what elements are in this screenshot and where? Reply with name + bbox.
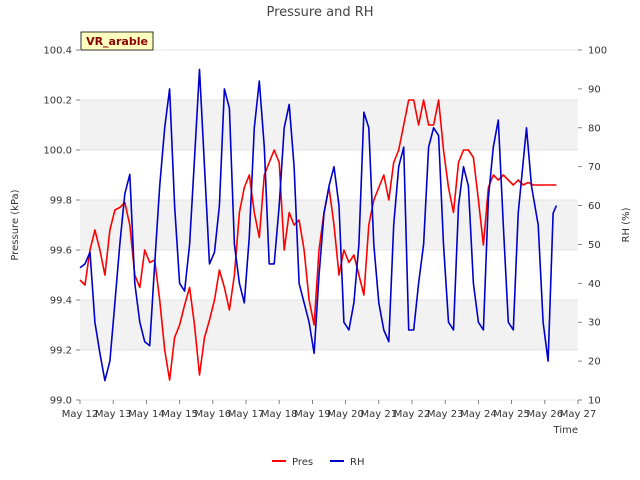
x-tick-label: May 16 [195,409,232,420]
x-tick-label: May 24 [460,409,497,420]
y-left-tick-label: 99.0 [50,396,72,407]
badge-label: VR_arable [86,35,148,48]
legend-label-pres: Pres [292,457,313,468]
chart-title: Pressure and RH [266,5,373,20]
y-right-tick-label: 20 [588,357,601,368]
legend-label-rh: RH [350,457,364,468]
y-left-tick-label: 100.0 [43,146,72,157]
y-axis-left-title: Pressure (kPa) [10,189,21,260]
y-right-tick-label: 80 [588,123,601,134]
y-right-tick-label: 60 [588,201,601,212]
plot-background [80,49,578,401]
y-right-tick-label: 10 [588,396,601,407]
x-tick-label: May 14 [128,409,165,420]
y-right-tick-label: 70 [588,162,601,173]
grid-band [80,300,578,350]
series-line-pres [79,99,557,381]
y-right-tick-label: 30 [588,318,601,329]
x-tick-label: May 17 [228,409,265,420]
x-axis-title: Time [553,425,578,436]
y-left-tick-label: 99.4 [50,296,72,307]
y-right-tick-label: 100 [588,46,607,57]
axis-layer: 99.0 99.2 99.4 99.6 99.8 100.0 100.2 100.4 10 20 3… [43,46,607,421]
x-tick-label: May 13 [95,409,132,420]
legend: Pres RH [272,457,364,468]
x-tick-label: May 22 [394,409,431,420]
badge: VR_arable [80,31,154,51]
y-right-tick-label: 90 [588,84,601,95]
grid-band [80,200,578,250]
x-tick-label: May 18 [261,409,298,420]
y-right-tick-label: 40 [588,279,601,290]
series-layer [79,68,558,382]
grid-band [80,100,578,150]
x-tick-label: May 19 [294,409,331,420]
y-left-tick-label: 99.6 [50,246,72,257]
y-left-tick-label: 99.8 [50,196,72,207]
y-right-tick-label: 50 [588,240,601,251]
y-left-tick-label: 99.2 [50,346,72,357]
x-tick-label: May 21 [361,409,398,420]
x-tick-label: May 27 [560,409,597,420]
x-tick-label: May 12 [62,409,99,420]
x-tick-label: May 26 [527,409,564,420]
x-tick-label: May 23 [427,409,464,420]
x-tick-label: May 15 [161,409,198,420]
series-line-rh [79,68,558,382]
y-axis-right-title: RH (%) [621,207,632,242]
badge-box [80,31,154,51]
x-tick-label: May 25 [493,409,530,420]
y-left-tick-label: 100.2 [43,96,72,107]
x-tick-label: May 20 [327,409,364,420]
y-left-tick-label: 100.4 [43,46,72,57]
